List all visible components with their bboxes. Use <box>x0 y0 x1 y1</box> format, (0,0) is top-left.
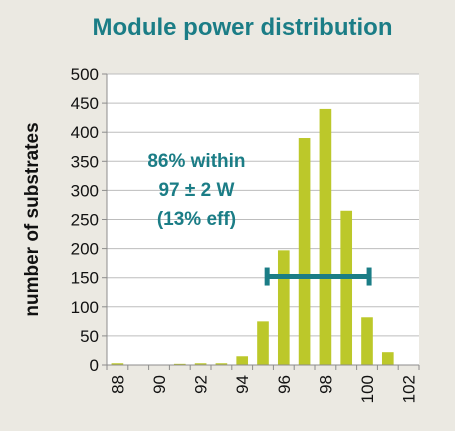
bar <box>215 363 228 365</box>
y-tick-label: 100 <box>71 298 99 317</box>
y-axis-label: number of substrates <box>22 122 43 316</box>
chart-title: Module power distribution <box>92 14 393 41</box>
bar <box>361 317 373 365</box>
x-tick-label: 90 <box>150 375 169 394</box>
x-tick-label: 88 <box>108 375 127 394</box>
annotation-line: 97 ± 2 W <box>158 180 234 201</box>
y-tick-label: 500 <box>71 65 99 84</box>
bar <box>236 356 249 365</box>
y-tick-label: 0 <box>90 356 99 375</box>
x-tick-label: 92 <box>192 375 211 394</box>
bar <box>111 363 124 365</box>
x-tick-label: 102 <box>400 375 419 403</box>
y-tick-label: 200 <box>71 240 99 259</box>
y-tick-label: 450 <box>71 94 99 113</box>
y-tick-label: 50 <box>80 327 99 346</box>
bar <box>277 250 290 365</box>
x-tick-label: 96 <box>275 375 294 394</box>
bar <box>340 210 353 365</box>
x-tick-label: 94 <box>233 375 252 394</box>
annotation-line: (13% eff) <box>157 209 236 230</box>
y-tick-label: 150 <box>71 269 99 288</box>
bar <box>319 108 332 366</box>
annotation-line: 86% within <box>147 151 245 172</box>
bar <box>194 363 207 365</box>
y-tick-label: 300 <box>71 181 99 200</box>
y-tick-label: 350 <box>71 152 99 171</box>
bar <box>257 321 269 365</box>
y-tick-label: 400 <box>71 123 99 142</box>
bar <box>173 363 186 365</box>
bar <box>298 138 311 365</box>
bar <box>381 352 394 365</box>
x-tick-label: 98 <box>316 375 335 394</box>
y-tick-label: 250 <box>71 211 99 230</box>
x-tick-label: 100 <box>358 375 377 403</box>
